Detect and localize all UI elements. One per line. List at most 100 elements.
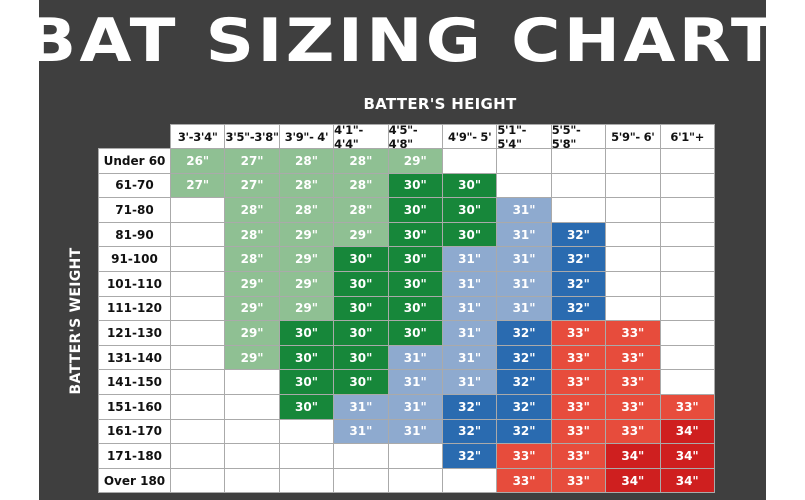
- empty-cell: [550, 148, 607, 174]
- height-column-header: 3'-3'4": [170, 124, 226, 149]
- bat-size-cell: 33": [550, 393, 607, 420]
- empty-cell: [659, 246, 715, 272]
- bat-size-cell: 31": [496, 270, 552, 297]
- bat-size-cell: 31": [387, 344, 443, 371]
- bat-size-cell: 29": [224, 344, 280, 371]
- empty-cell: [605, 221, 661, 248]
- height-column-header: 3'9"- 4': [278, 124, 335, 149]
- weight-row-header: 121-130: [98, 320, 171, 346]
- empty-cell: [441, 148, 498, 174]
- bat-size-cell: 31": [387, 393, 443, 420]
- bat-size-cell: 32": [550, 221, 607, 248]
- bat-size-cell: 33": [605, 320, 661, 346]
- empty-cell: [278, 418, 335, 445]
- empty-cell: [605, 148, 661, 174]
- bat-size-cell: 32": [496, 393, 552, 420]
- bat-size-cell: 31": [496, 246, 552, 272]
- empty-cell: [441, 467, 498, 494]
- bat-size-cell: 30": [278, 344, 335, 371]
- bat-size-cell: 28": [278, 148, 335, 174]
- bat-size-cell: 28": [333, 172, 389, 199]
- bat-size-cell: 30": [333, 246, 389, 272]
- bat-size-cell: 29": [278, 221, 335, 248]
- bat-size-cell: 31": [496, 295, 552, 322]
- bat-size-cell: 30": [441, 221, 498, 248]
- bat-size-cell: 33": [605, 393, 661, 420]
- bat-size-cell: 30": [387, 295, 443, 322]
- height-column-header: 5'5"- 5'8": [550, 123, 607, 151]
- empty-cell: [224, 443, 280, 469]
- bat-size-cell: 32": [550, 246, 607, 272]
- weight-row-header: 61-70: [98, 172, 171, 199]
- empty-cell: [333, 467, 389, 494]
- x-axis-label: BATTER'S HEIGHT: [363, 95, 517, 113]
- empty-cell: [659, 369, 715, 395]
- bat-size-cell: 27": [224, 172, 280, 199]
- empty-cell: [659, 148, 715, 174]
- bat-size-cell: 33": [550, 418, 607, 445]
- empty-cell: [170, 320, 226, 346]
- bat-size-cell: 28": [224, 197, 280, 223]
- chart-title: BAT SIZING CHART: [24, 6, 781, 76]
- bat-size-cell: 32": [550, 295, 607, 322]
- weight-row-header: 91-100: [98, 246, 171, 272]
- bat-size-cell: 26": [170, 148, 226, 174]
- weight-row-header: 131-140: [98, 344, 171, 371]
- bat-size-cell: 29": [278, 295, 335, 322]
- empty-cell: [278, 467, 335, 494]
- empty-cell: [170, 295, 226, 322]
- bat-size-cell: 31": [496, 197, 552, 223]
- height-column-header: 3'5"-3'8": [224, 124, 280, 149]
- bat-size-cell: 34": [659, 418, 715, 445]
- bat-size-cell: 31": [333, 418, 389, 445]
- empty-cell: [387, 467, 443, 494]
- bat-size-cell: 28": [333, 148, 389, 174]
- empty-cell: [170, 369, 226, 395]
- empty-cell: [659, 221, 715, 248]
- y-axis-label: BATTER'S WEIGHT: [68, 247, 84, 395]
- empty-cell: [605, 295, 661, 322]
- empty-cell: [170, 467, 226, 494]
- empty-cell: [605, 246, 661, 272]
- bat-size-cell: 32": [441, 443, 498, 469]
- empty-cell: [170, 270, 226, 297]
- bat-size-cell: 30": [387, 172, 443, 199]
- bat-size-cell: 31": [387, 418, 443, 445]
- height-column-header: 5'1"- 5'4": [496, 123, 552, 151]
- bat-size-cell: 32": [496, 369, 552, 395]
- bat-size-cell: 32": [496, 344, 552, 371]
- bat-size-cell: 32": [550, 270, 607, 297]
- bat-size-cell: 27": [170, 172, 226, 199]
- empty-cell: [333, 443, 389, 469]
- bat-size-cell: 32": [496, 418, 552, 445]
- bat-size-cell: 33": [550, 443, 607, 469]
- bat-size-cell: 28": [278, 197, 335, 223]
- weight-row-header: 161-170: [98, 418, 171, 445]
- empty-cell: [170, 221, 226, 248]
- bat-size-cell: 33": [605, 418, 661, 445]
- empty-cell: [387, 443, 443, 469]
- bat-size-cell: 29": [278, 246, 335, 272]
- bat-size-cell: 34": [659, 443, 715, 469]
- empty-cell: [170, 418, 226, 445]
- bat-size-cell: 32": [441, 393, 498, 420]
- height-column-header: 4'5"- 4'8": [387, 123, 443, 151]
- empty-cell: [605, 270, 661, 297]
- weight-row-header: Over 180: [98, 467, 171, 494]
- bat-size-cell: 30": [387, 221, 443, 248]
- bat-size-cell: 29": [278, 270, 335, 297]
- weight-row-header: 101-110: [98, 270, 171, 297]
- bat-size-cell: 34": [605, 467, 661, 494]
- bat-size-cell: 31": [387, 369, 443, 395]
- bat-size-cell: 34": [605, 443, 661, 469]
- empty-cell: [659, 320, 715, 346]
- empty-cell: [224, 418, 280, 445]
- bat-size-cell: 30": [387, 246, 443, 272]
- bat-size-cell: 33": [550, 320, 607, 346]
- empty-cell: [659, 172, 715, 199]
- empty-cell: [170, 344, 226, 371]
- bat-size-cell: 31": [441, 320, 498, 346]
- weight-row-header: 171-180: [98, 443, 171, 469]
- empty-cell: [659, 270, 715, 297]
- bat-size-cell: 30": [333, 270, 389, 297]
